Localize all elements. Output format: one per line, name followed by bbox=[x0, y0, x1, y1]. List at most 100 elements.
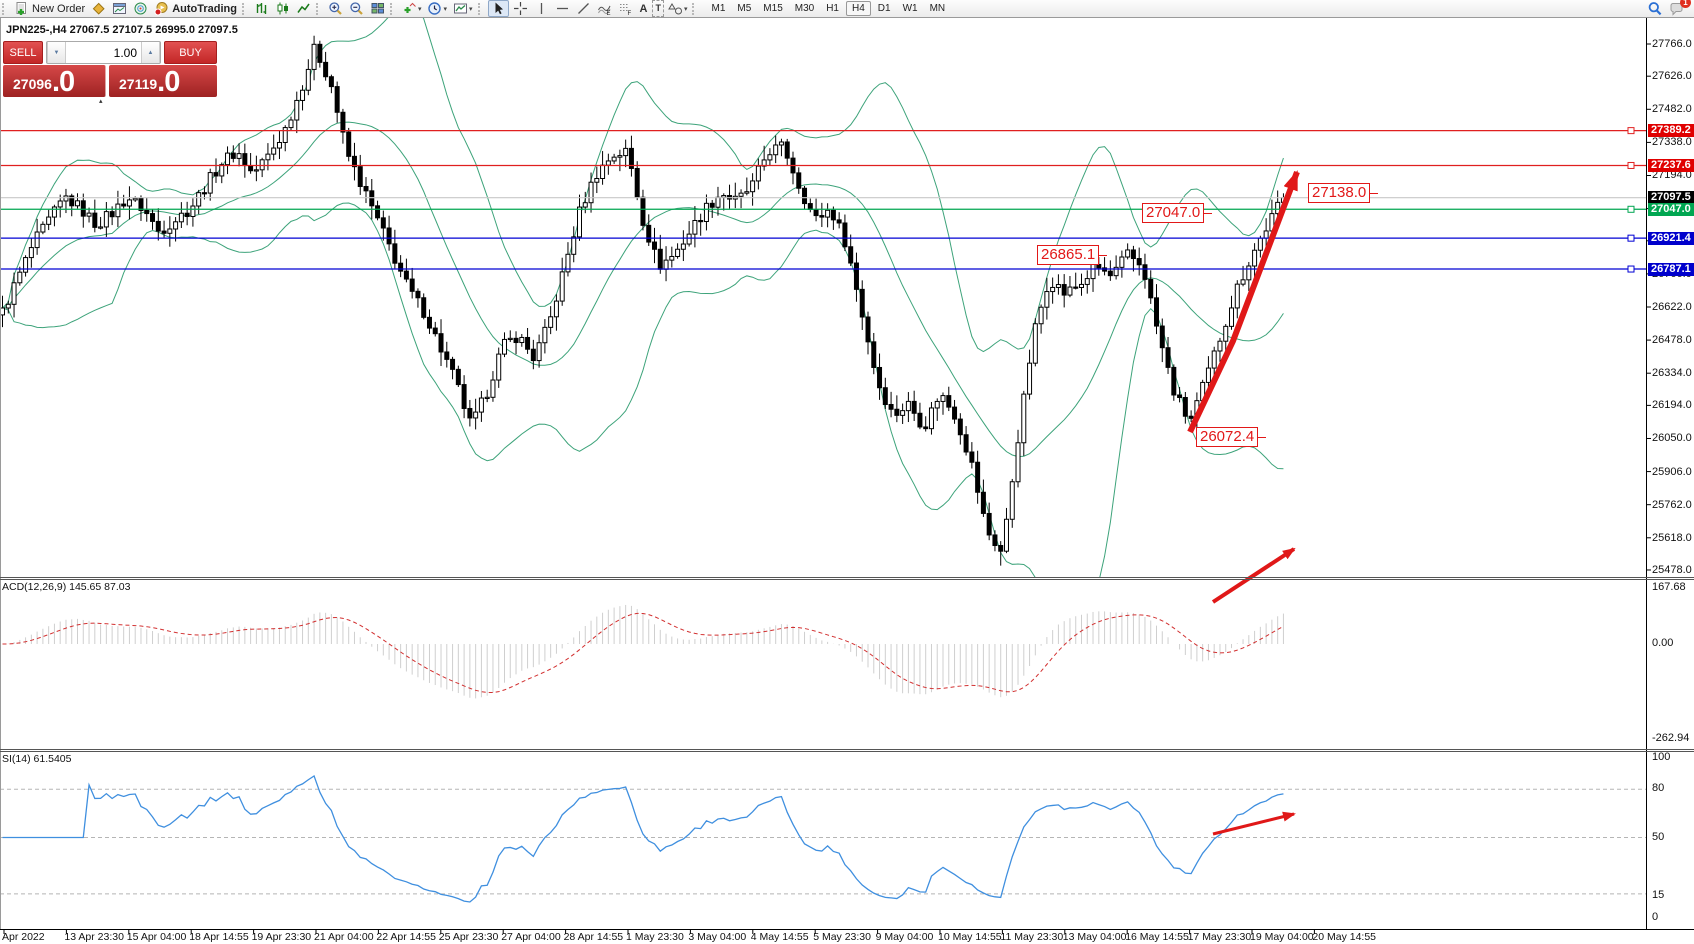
panel-collapse-icon[interactable]: ▴ bbox=[99, 98, 103, 105]
add-indicator-icon bbox=[402, 1, 417, 16]
toolbar-grip[interactable] bbox=[389, 2, 396, 15]
toolbar-grip[interactable] bbox=[241, 2, 248, 15]
cursor-icon bbox=[491, 1, 506, 16]
zoom-in-button[interactable] bbox=[326, 1, 345, 16]
horizontal-line-icon bbox=[555, 1, 570, 16]
crosshair-tool-button[interactable] bbox=[511, 1, 530, 16]
periods-dropdown-caret[interactable]: ▾ bbox=[443, 5, 447, 13]
timeframe-button-m15[interactable]: M15 bbox=[763, 3, 783, 14]
buy-price-frac: .0 bbox=[157, 66, 180, 98]
signals-button[interactable] bbox=[131, 1, 150, 16]
time-axis-label: 27 Apr 04:00 bbox=[501, 931, 561, 943]
templates-button[interactable]: ▾ bbox=[451, 1, 475, 16]
vertical-line-tool-button[interactable] bbox=[532, 1, 551, 16]
trendline-tool-button[interactable] bbox=[574, 1, 593, 16]
time-axis-label: 1 May 23:30 bbox=[626, 931, 684, 943]
buy-price-display[interactable]: 27119 .0 bbox=[109, 65, 217, 97]
notification-count-badge: 1 bbox=[1680, 0, 1691, 8]
toolbar-grip[interactable] bbox=[315, 2, 322, 15]
timeframe-button-d1[interactable]: D1 bbox=[877, 3, 891, 14]
price-axis-tick: 25906.0 bbox=[1652, 465, 1692, 478]
time-axis-label: 13 Apr 23:30 bbox=[64, 931, 124, 943]
market-watch-button[interactable] bbox=[89, 1, 108, 16]
periods-button[interactable]: ▾ bbox=[425, 1, 449, 16]
rsi-scale-label: 50 bbox=[1652, 831, 1665, 843]
buy-button[interactable]: BUY bbox=[164, 41, 217, 64]
price-axis-tick: 25762.0 bbox=[1652, 498, 1692, 511]
candlestick-chart-icon bbox=[275, 1, 290, 16]
zoom-out-button[interactable] bbox=[347, 1, 366, 16]
notifications-button[interactable]: 1 bbox=[1667, 0, 1691, 17]
rsi-scale-label: 80 bbox=[1652, 782, 1665, 794]
sell-price-display[interactable]: 27096 .0 bbox=[3, 65, 106, 97]
price-annotation[interactable]: 27047.0 bbox=[1142, 203, 1213, 223]
new-order-button[interactable]: New Order bbox=[12, 1, 87, 16]
signals-radar-icon bbox=[133, 1, 148, 16]
timeframe-button-h4[interactable]: H4 bbox=[846, 1, 871, 16]
arrows-dropdown-caret[interactable]: ▾ bbox=[683, 5, 688, 13]
macd-scale-label: 167.68 bbox=[1652, 581, 1686, 593]
sell-price-int: 27096 bbox=[13, 76, 52, 92]
bar-chart-button[interactable] bbox=[252, 1, 271, 16]
time-axis-label: Apr 2022 bbox=[2, 931, 45, 943]
time-axis-label: 13 May 04:00 bbox=[1062, 931, 1127, 943]
new-order-label: New Order bbox=[32, 2, 86, 15]
timeframe-button-m30[interactable]: M30 bbox=[794, 3, 815, 14]
vertical-line-icon bbox=[534, 1, 549, 16]
chat-bubble-icon bbox=[1669, 1, 1685, 17]
sell-button[interactable]: SELL bbox=[3, 41, 43, 64]
time-axis-label: 25 Apr 23:30 bbox=[438, 931, 499, 943]
candlestick-chart-button[interactable] bbox=[273, 1, 292, 16]
timeframe-button-h1[interactable]: H1 bbox=[826, 3, 839, 14]
main-toolbar: New Order AutoTrading bbox=[0, 0, 1694, 18]
time-axis-label: 28 Apr 14:55 bbox=[563, 931, 624, 943]
time-axis-label: 5 May 23:30 bbox=[813, 931, 871, 943]
timeframe-button-w1[interactable]: W1 bbox=[902, 3, 918, 14]
price-axis-tick: 26334.0 bbox=[1652, 367, 1692, 380]
price-annotation[interactable]: 27138.0 bbox=[1308, 183, 1379, 203]
time-axis-label: 22 Apr 14:55 bbox=[376, 931, 436, 943]
macd-scale-label: 0.00 bbox=[1652, 637, 1674, 649]
price-annotation[interactable]: 26072.4 bbox=[1196, 427, 1267, 447]
line-chart-button[interactable] bbox=[294, 1, 313, 16]
toolbar-grip[interactable] bbox=[2, 2, 8, 15]
price-axis-tick: 27482.0 bbox=[1652, 103, 1692, 116]
search-button[interactable] bbox=[1645, 1, 1665, 16]
price-line-badge: 27237.6 bbox=[1648, 158, 1694, 172]
price-axis-tick: 27338.0 bbox=[1652, 136, 1692, 149]
buy-price-int: 27119 bbox=[119, 76, 158, 92]
timeframe-toolbar: M1 M5 M15 M30 H1 H4 D1 W1 MN bbox=[705, 1, 951, 16]
indicators-dropdown-caret[interactable]: ▾ bbox=[417, 5, 422, 13]
trendline-icon bbox=[576, 1, 591, 16]
timeframe-button-mn[interactable]: MN bbox=[929, 3, 946, 14]
bar-chart-icon bbox=[254, 1, 269, 16]
fibonacci-tool-button[interactable]: F bbox=[616, 1, 635, 16]
template-icon bbox=[453, 1, 468, 16]
toolbar-right-icons: 1 bbox=[1644, 0, 1691, 17]
toolbar-grip[interactable] bbox=[477, 2, 484, 15]
tile-windows-button[interactable] bbox=[368, 1, 387, 16]
volume-decrease-button[interactable]: ▼ bbox=[47, 42, 66, 63]
timeframe-button-m1[interactable]: M1 bbox=[711, 3, 726, 14]
timeframe-button-m5[interactable]: M5 bbox=[737, 3, 752, 14]
equidistant-channel-tool-button[interactable]: E bbox=[595, 1, 614, 16]
text-tool-button[interactable]: A bbox=[639, 2, 648, 15]
rsi-scale-label: 100 bbox=[1652, 751, 1671, 763]
volume-input[interactable] bbox=[66, 42, 141, 63]
autotrading-button[interactable]: AutoTrading bbox=[152, 1, 239, 16]
templates-dropdown-caret[interactable]: ▾ bbox=[469, 5, 473, 13]
data-window-button[interactable] bbox=[110, 1, 129, 16]
price-axis-tick: 26194.0 bbox=[1652, 399, 1692, 412]
arrows-tool-button[interactable]: ▾ bbox=[666, 1, 690, 16]
clock-icon bbox=[427, 1, 442, 16]
text-label-tool-button[interactable]: T bbox=[652, 0, 664, 17]
horizontal-line-tool-button[interactable] bbox=[553, 1, 572, 16]
toolbar-grip[interactable] bbox=[692, 2, 698, 15]
time-axis-label: 18 Apr 14:55 bbox=[189, 931, 249, 943]
volume-increase-button[interactable]: ▲ bbox=[141, 42, 160, 63]
indicators-button[interactable]: ▾ bbox=[400, 1, 424, 16]
price-annotation[interactable]: 26865.1 bbox=[1037, 245, 1108, 265]
rsi-indicator-label: SI(14) 61.5405 bbox=[2, 753, 72, 765]
cursor-tool-button[interactable] bbox=[487, 0, 509, 17]
